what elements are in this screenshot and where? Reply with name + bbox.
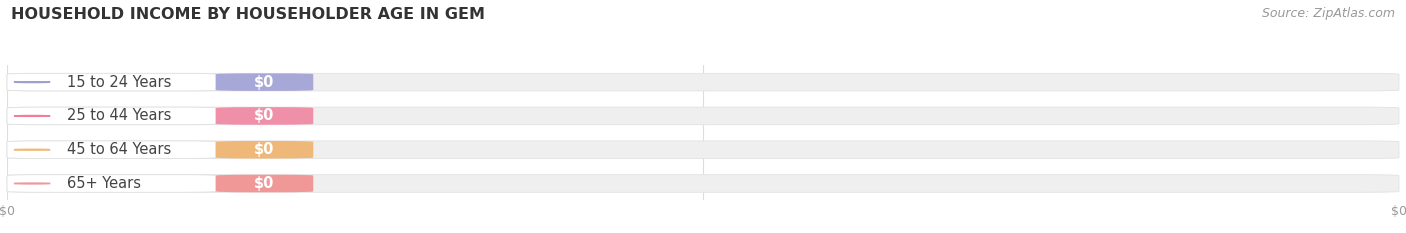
Text: 15 to 24 Years: 15 to 24 Years [67,75,172,90]
Text: Source: ZipAtlas.com: Source: ZipAtlas.com [1261,7,1395,20]
FancyBboxPatch shape [7,141,1399,158]
FancyBboxPatch shape [217,73,314,91]
FancyBboxPatch shape [7,107,1399,125]
FancyBboxPatch shape [7,73,217,91]
Circle shape [14,149,51,150]
FancyBboxPatch shape [7,141,217,158]
Text: 25 to 44 Years: 25 to 44 Years [67,108,172,123]
Text: HOUSEHOLD INCOME BY HOUSEHOLDER AGE IN GEM: HOUSEHOLD INCOME BY HOUSEHOLDER AGE IN G… [11,7,485,22]
FancyBboxPatch shape [217,175,314,192]
FancyBboxPatch shape [7,73,1399,91]
FancyBboxPatch shape [7,175,1399,192]
Text: $0: $0 [254,75,274,90]
Text: $0: $0 [254,108,274,123]
FancyBboxPatch shape [217,141,314,158]
Text: $0: $0 [254,142,274,157]
FancyBboxPatch shape [7,175,217,192]
FancyBboxPatch shape [7,107,217,125]
Text: $0: $0 [254,176,274,191]
FancyBboxPatch shape [217,107,314,125]
Circle shape [14,183,51,184]
Text: 45 to 64 Years: 45 to 64 Years [67,142,172,157]
Text: 65+ Years: 65+ Years [67,176,141,191]
